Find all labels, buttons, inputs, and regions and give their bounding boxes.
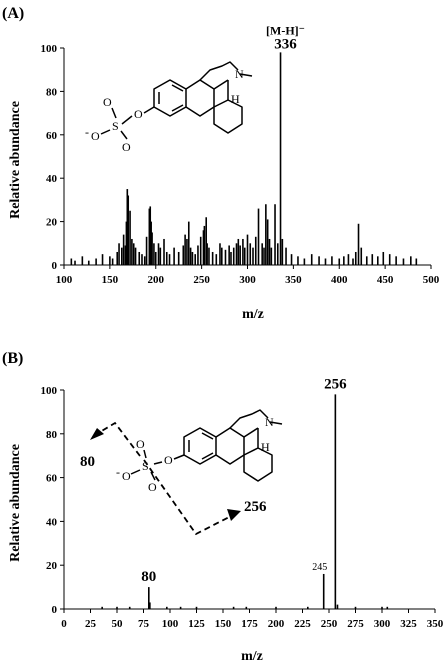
panel-a-x-axis-title: m/z <box>242 307 264 322</box>
x-tick-label: 125 <box>188 618 205 630</box>
oxygen-dbl-b2: O <box>148 480 157 494</box>
x-tick-label: 150 <box>102 274 119 286</box>
peak-annotation: [M-H]⁻ <box>266 23 305 37</box>
panel-b-peaks <box>101 394 389 609</box>
hydrogen-atom-a: H <box>231 92 240 106</box>
panel-b: (B) Relative abundance m/z 0 20 40 60 80 100 … <box>2 350 444 664</box>
x-tick-label: 100 <box>162 618 179 630</box>
y-tick-label: 20 <box>46 217 58 229</box>
y-tick-label: 80 <box>46 429 58 441</box>
y-tick-label: 60 <box>46 130 58 142</box>
y-tick-label: 40 <box>46 173 58 185</box>
x-tick-label: 175 <box>241 618 258 630</box>
panel-a: (A) Relative abundance m/z 0 20 40 60 80 100 … <box>2 5 440 322</box>
x-tick-label: 200 <box>148 274 165 286</box>
sulfur-atom-b: S <box>142 459 149 473</box>
x-tick-label: 450 <box>377 274 394 286</box>
panel-b-structure: O S O O O - N H <box>116 409 283 494</box>
x-tick-label: 250 <box>193 274 210 286</box>
y-tick-label: 20 <box>46 560 58 572</box>
x-tick-label: 25 <box>85 618 97 630</box>
panel-b-plot: 0 20 40 60 80 100 0 25 50 75 100 125 150 175 200 225 25… <box>41 376 444 630</box>
x-tick-label: 400 <box>331 274 348 286</box>
peak-annotation: 245 <box>312 562 327 573</box>
fragmentation-arrows: 80 256 <box>80 421 267 536</box>
arrowhead-80 <box>90 428 104 440</box>
panel-a-peaks <box>70 52 418 265</box>
panel-a-y-ticks: 0 20 40 60 80 100 <box>41 43 64 272</box>
oxygen-neg-b: O <box>122 469 131 483</box>
x-tick-label: 350 <box>285 274 302 286</box>
y-tick-label: 100 <box>41 385 58 397</box>
x-tick-label: 225 <box>294 618 311 630</box>
x-tick-label: 0 <box>61 618 67 630</box>
panel-b-label: (B) <box>2 350 23 367</box>
x-tick-label: 200 <box>268 618 285 630</box>
oxygen-atom-a: O <box>134 107 143 121</box>
peak-annotation: 256 <box>324 376 347 392</box>
sulfur-atom-a: S <box>112 119 119 133</box>
oxygen-atom-b: O <box>164 453 173 467</box>
x-tick-label: 500 <box>423 274 440 286</box>
panel-b-y-axis-title: Relative abundance <box>8 444 23 562</box>
x-tick-label: 75 <box>138 618 150 630</box>
panel-b-y-ticks: 0 20 40 60 80 100 <box>41 385 64 616</box>
x-tick-label: 275 <box>347 618 364 630</box>
minus-sign-a: - <box>85 125 89 139</box>
arrow-to-256 <box>143 459 236 536</box>
arrow-label-80: 80 <box>80 454 95 470</box>
peak-annotation: 80 <box>141 569 156 585</box>
arrow-label-256: 256 <box>244 499 267 515</box>
x-tick-label: 300 <box>374 618 391 630</box>
x-tick-label: 300 <box>239 274 256 286</box>
y-tick-label: 100 <box>41 43 58 55</box>
x-tick-label: 325 <box>400 618 417 630</box>
minus-sign-b: - <box>116 465 120 479</box>
peak-annotation: 336 <box>274 36 297 52</box>
x-tick-label: 100 <box>56 274 73 286</box>
nitrogen-atom-a: N <box>235 67 244 81</box>
panel-b-annotations: 256 245 80 <box>141 376 347 585</box>
arrowhead-256 <box>227 509 241 521</box>
oxygen-dbl-b1: O <box>136 437 145 451</box>
y-tick-label: 40 <box>46 516 58 528</box>
y-tick-label: 0 <box>52 260 58 272</box>
panel-a-y-axis-title: Relative abundance <box>8 101 23 219</box>
x-tick-label: 150 <box>215 618 232 630</box>
x-tick-label: 350 <box>427 618 444 630</box>
x-tick-label: 50 <box>112 618 124 630</box>
oxygen-dbl-a1: O <box>103 95 112 109</box>
arrow-to-80 <box>94 421 141 457</box>
nitrogen-atom-b: N <box>265 415 274 429</box>
hydrogen-atom-b: H <box>261 440 270 454</box>
x-tick-label: 250 <box>321 618 338 630</box>
panel-a-x-ticks: 100 150 200 250 300 350 400 450 500 <box>56 265 440 286</box>
panel-a-structure: O S O O O - N H <box>85 61 253 154</box>
y-tick-label: 80 <box>46 86 58 98</box>
oxygen-neg-a: O <box>91 129 100 143</box>
panel-b-x-ticks: 0 25 50 75 100 125 150 175 200 225 250 275 300 325 350 <box>61 609 444 630</box>
panel-a-label: (A) <box>2 5 24 22</box>
panel-a-annotations: [M-H]⁻336 <box>266 23 305 52</box>
oxygen-dbl-a2: O <box>122 140 131 154</box>
y-tick-label: 0 <box>52 604 58 616</box>
y-tick-label: 60 <box>46 473 58 485</box>
panel-a-plot: 0 20 40 60 80 100 100 150 200 250 300 350 400 450 500… <box>41 23 440 286</box>
panel-b-x-axis-title: m/z <box>241 649 263 664</box>
